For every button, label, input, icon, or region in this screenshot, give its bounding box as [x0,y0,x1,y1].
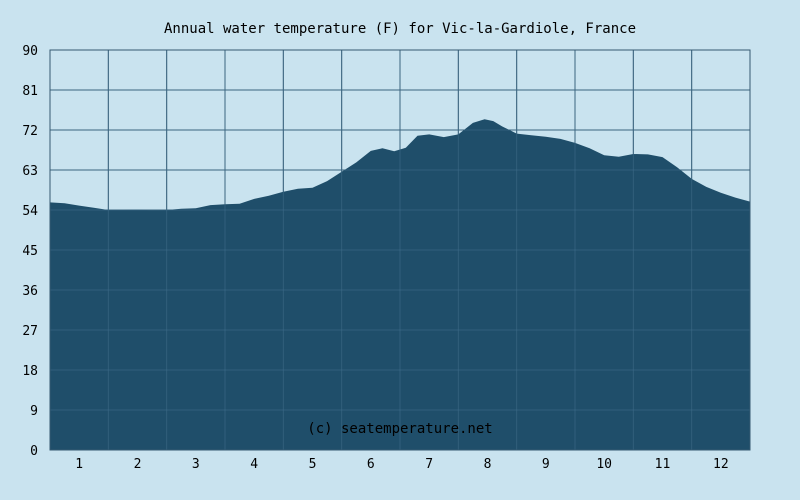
x-tick-label: 7 [425,457,433,472]
y-tick-label: 18 [22,364,38,379]
y-tick-label: 81 [22,84,38,99]
y-tick-label: 54 [22,204,38,219]
chart-title: Annual water temperature (F) for Vic-la-… [164,21,636,37]
watermark-text: (c) seatemperature.net [307,421,492,437]
x-tick-label: 5 [309,457,317,472]
x-tick-label: 11 [655,457,671,472]
y-tick-label: 63 [22,164,38,179]
x-tick-label: 1 [75,457,83,472]
x-tick-label: 4 [250,457,258,472]
y-tick-label: 36 [22,284,38,299]
x-tick-label: 10 [596,457,612,472]
x-axis: 1 2 3 4 5 6 7 8 9 10 11 12 [75,457,728,472]
grid-overlay [50,49,750,451]
x-tick-label: 6 [367,457,375,472]
y-tick-label: 0 [30,444,38,459]
y-tick-label: 90 [22,44,38,59]
y-tick-label: 72 [22,124,38,139]
plot-border [49,49,751,451]
x-tick-label: 9 [542,457,550,472]
x-tick-label: 3 [192,457,200,472]
y-tick-label: 9 [30,404,38,419]
y-tick-label: 27 [22,324,38,339]
x-tick-label: 2 [134,457,142,472]
y-tick-label: 45 [22,244,38,259]
y-axis: 0 9 18 27 36 45 54 63 72 81 90 [22,44,38,459]
x-tick-label: 8 [484,457,492,472]
x-tick-label: 12 [713,457,729,472]
